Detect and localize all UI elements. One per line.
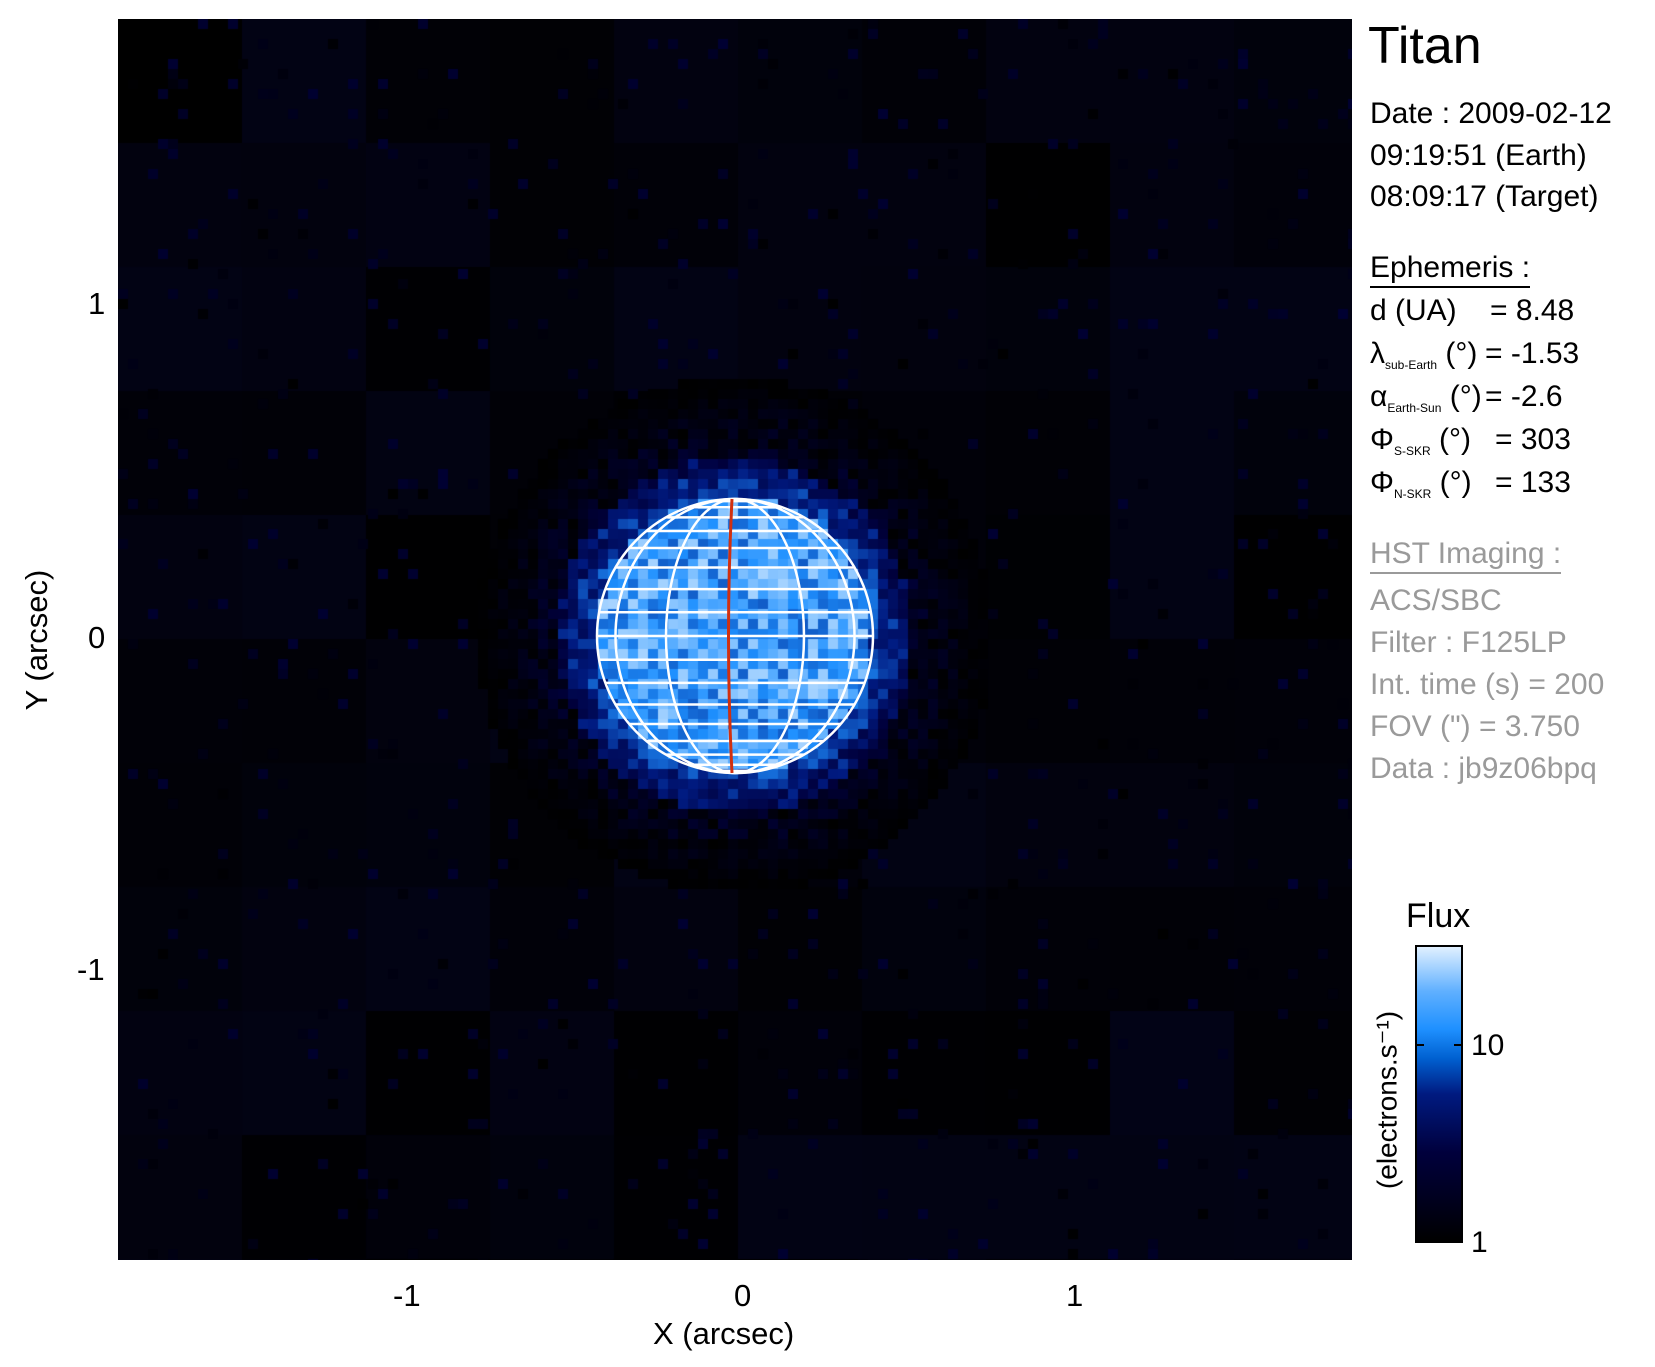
ephemeris-heading: Ephemeris : bbox=[1370, 251, 1531, 288]
ephemeris-symbol: λ bbox=[1370, 337, 1385, 370]
date-line: Date : 2009-02-12 bbox=[1370, 97, 1612, 130]
ephemeris-unit: (°) bbox=[1449, 380, 1482, 413]
ephemeris-row: ΦN-SKR (°) = 133 bbox=[1370, 466, 1571, 509]
x-tick-label: -1 bbox=[393, 1278, 421, 1313]
ephemeris-symbol: α bbox=[1370, 380, 1388, 413]
ephemeris-row: αEarth-Sun (°) = -2.6 bbox=[1370, 380, 1563, 423]
ephemeris-subscript: sub-Earth bbox=[1385, 358, 1438, 372]
colorbar-tick-label: 1 bbox=[1471, 1226, 1488, 1259]
ephemeris-value: = 133 bbox=[1495, 466, 1571, 499]
ephemeris-subscript: N-SKR bbox=[1393, 487, 1432, 501]
y-tick-label: 1 bbox=[88, 286, 106, 321]
y-tick-label: 0 bbox=[88, 620, 106, 655]
imaging-line: ACS/SBC bbox=[1370, 584, 1502, 617]
x-tick-label: 0 bbox=[734, 1278, 752, 1313]
ephemeris-row: d (UA) = 8.48 bbox=[1370, 294, 1574, 337]
ephemeris-value: = 303 bbox=[1495, 423, 1571, 456]
ephemeris-symbol: Φ bbox=[1370, 423, 1394, 456]
ephemeris-unit: (°) bbox=[1445, 337, 1478, 370]
ephemeris-value: = -1.53 bbox=[1485, 337, 1580, 370]
earth-time: 09:19:51 (Earth) bbox=[1370, 139, 1587, 172]
ephemeris-subscript: S-SKR bbox=[1393, 444, 1431, 458]
x-axis-label: X (arcsec) bbox=[653, 1316, 795, 1351]
y-tick-label: -1 bbox=[77, 952, 105, 987]
ephemeris-unit: (°) bbox=[1439, 466, 1472, 499]
colorbar-title: Flux bbox=[1406, 897, 1471, 935]
colorbar bbox=[1415, 945, 1463, 1243]
central-meridian bbox=[727, 498, 734, 774]
imaging-heading: HST Imaging : bbox=[1370, 537, 1562, 574]
ephemeris-row: ΦS-SKR (°) = 303 bbox=[1370, 423, 1571, 466]
ephemeris-value: = 8.48 bbox=[1490, 294, 1575, 327]
ephemeris-value: = -2.6 bbox=[1485, 380, 1563, 413]
ephemeris-unit: (°) bbox=[1438, 423, 1471, 456]
colorbar-label: (electrons.s⁻¹) bbox=[1371, 1010, 1403, 1190]
ephemeris-subscript: Earth-Sun bbox=[1387, 401, 1442, 415]
ephemeris-symbol: d (UA) bbox=[1370, 294, 1457, 327]
imaging-line: Int. time (s) = 200 bbox=[1370, 668, 1605, 701]
imaging-line: Filter : F125LP bbox=[1370, 626, 1567, 659]
imaging-line: Data : jb9z06bpq bbox=[1370, 752, 1597, 785]
y-axis-label: Y (arcsec) bbox=[19, 569, 54, 711]
meridian-line bbox=[614, 497, 856, 775]
ephemeris-symbol: Φ bbox=[1370, 466, 1394, 499]
target-time: 08:09:17 (Target) bbox=[1370, 180, 1599, 213]
colorbar-tick-label: 10 bbox=[1471, 1029, 1505, 1062]
imaging-line: FOV (") = 3.750 bbox=[1370, 710, 1580, 743]
ephemeris-row: λsub-Earth (°) = -1.53 bbox=[1370, 337, 1579, 380]
colorbar-tick bbox=[1454, 1044, 1461, 1046]
colorbar-tick bbox=[1417, 1044, 1424, 1046]
target-title: Titan bbox=[1368, 17, 1482, 75]
flux-image bbox=[118, 19, 1352, 1260]
x-tick-label: 1 bbox=[1066, 1278, 1084, 1313]
